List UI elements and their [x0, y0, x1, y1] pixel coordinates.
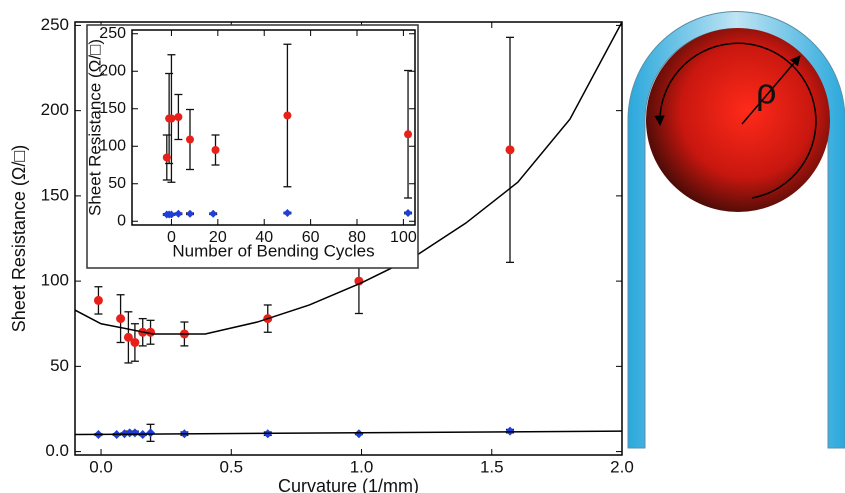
data-point: [404, 130, 413, 139]
data-point: [283, 111, 292, 120]
radius-arrow: [741, 55, 801, 125]
data-point: [283, 209, 292, 217]
x-tick-label: 0.0: [89, 457, 113, 476]
data-point: [130, 428, 140, 438]
y-tick-label: 250: [99, 25, 126, 42]
x-tick-label: 40: [255, 229, 273, 246]
data-point: [174, 113, 183, 121]
data-point: [185, 209, 194, 218]
data-point: [93, 295, 103, 305]
x-tick-label: 1.5: [480, 457, 504, 476]
x-axis-label: Curvature (1/mm): [278, 476, 419, 493]
data-point: [167, 210, 176, 219]
bending-diagram: ρ: [627, 11, 845, 449]
x-tick-label: 1.0: [350, 457, 374, 476]
data-point: [209, 209, 218, 218]
x-tick-label: 20: [209, 229, 227, 246]
y-tick-label: 50: [50, 356, 69, 375]
y-tick-label: 0.0: [45, 441, 69, 460]
chart: 0 50 100 150 200 250 0 20 40 60 80 100 Number of Ben…: [85, 24, 419, 269]
y-tick-label: 250: [41, 15, 69, 34]
y-axis-label: Sheet Resistance (Ω/□): [85, 39, 104, 216]
data-point: [167, 114, 176, 123]
plot-area: [75, 22, 622, 443]
data-point: [146, 428, 156, 438]
y-tick-label: 0: [117, 212, 126, 229]
y-tick-label: 200: [99, 62, 126, 79]
x-tick-label: 2.0: [610, 457, 634, 476]
data-point: [505, 145, 515, 155]
data-point: [162, 153, 171, 162]
plot-frame: [74, 21, 623, 456]
plot-frame: [131, 29, 416, 226]
inset-frame: [86, 24, 419, 269]
substrate-tube: [627, 11, 845, 449]
data-point: [185, 135, 194, 144]
data-point: [130, 337, 140, 347]
x-axis-label: Number of Bending Cycles: [172, 241, 374, 260]
x-tick-label: 100: [390, 229, 417, 246]
y-tick-label: 100: [41, 271, 69, 290]
y-axis-label: Sheet Resistance (Ω/□): [9, 145, 29, 332]
data-point: [174, 209, 183, 218]
y-tick-label: 200: [41, 100, 69, 119]
data-point: [125, 428, 135, 438]
data-point: [404, 209, 413, 217]
x-tick-label: 60: [302, 229, 320, 246]
bending-rod: [646, 28, 830, 212]
y-tick-label: 50: [108, 175, 126, 192]
fit-curve: [75, 430, 622, 436]
x-tick-label: 80: [348, 229, 366, 246]
plot-area: [162, 43, 413, 219]
y-tick-label: 150: [99, 100, 126, 117]
y-tick-label: 150: [41, 185, 69, 204]
data-point: [354, 429, 364, 439]
radius-label: ρ: [756, 71, 776, 112]
x-tick-label: 0: [167, 229, 176, 246]
data-point: [123, 332, 133, 342]
y-tick-label: 100: [99, 137, 126, 154]
data-point: [116, 314, 126, 324]
curvature-arrow: [654, 42, 817, 199]
fit-curve: [75, 22, 622, 335]
x-tick-label: 0.5: [219, 457, 243, 476]
data-point: [211, 146, 220, 154]
